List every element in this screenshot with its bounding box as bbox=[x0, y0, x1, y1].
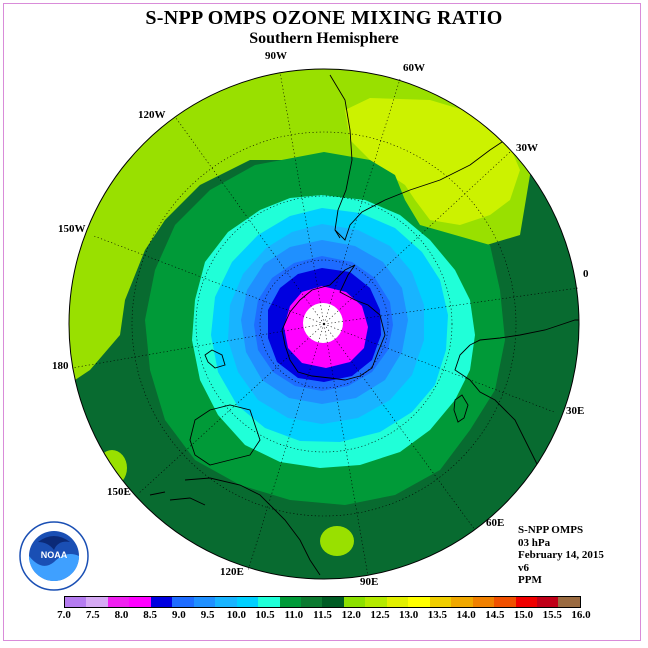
info-units: PPM bbox=[518, 574, 542, 586]
coastlines bbox=[149, 74, 579, 576]
lon-label-60w: 60W bbox=[403, 62, 425, 74]
lon-label-30e: 30E bbox=[566, 405, 585, 417]
colorbar-tick-label: 10.5 bbox=[255, 609, 275, 621]
lon-label-0: 0 bbox=[583, 268, 589, 280]
polar-gap bbox=[303, 303, 343, 343]
colorbar-swatch bbox=[193, 597, 216, 607]
colorbar-swatch bbox=[494, 597, 516, 607]
colorbar-swatch bbox=[279, 597, 301, 607]
map-subtitle: Southern Hemisphere bbox=[249, 30, 399, 47]
colorbar-tick-label: 8.0 bbox=[114, 609, 129, 621]
colorbar-swatch bbox=[386, 597, 409, 607]
logo-text: NOAA bbox=[41, 550, 68, 560]
info-date: February 14, 2015 bbox=[518, 549, 604, 561]
ozone-field bbox=[69, 69, 579, 579]
colorbar-labels: 7.0 7.5 8.0 8.5 9.0 9.5 10.0 10.5 11.0 11.5 12.0 12… bbox=[0, 609, 648, 623]
info-level: 03 hPa bbox=[518, 536, 551, 549]
lon-label-60e: 60E bbox=[486, 517, 505, 529]
colorbar-swatch bbox=[536, 597, 559, 607]
meridians bbox=[71, 71, 579, 577]
lon-label-30w: 30W bbox=[516, 142, 538, 154]
colorbar-swatch bbox=[258, 597, 280, 607]
colorbar-swatch bbox=[515, 597, 537, 607]
lon-label-90w: 90W bbox=[265, 50, 287, 62]
info-block: S-NPP OMPS 03 hPa February 14, 2015 v6 P… bbox=[518, 524, 604, 587]
colorbar-tick-label: 8.5 bbox=[143, 609, 158, 621]
graticule bbox=[131, 131, 517, 517]
noaa-logo: NOAA bbox=[19, 521, 89, 591]
colorbar-swatch bbox=[343, 597, 366, 607]
colorbar-tick-label: 7.5 bbox=[85, 609, 100, 621]
colorbar-swatch bbox=[429, 597, 452, 607]
info-version: v6 bbox=[518, 561, 529, 574]
lon-label-150w: 150W bbox=[58, 223, 86, 235]
colorbar-tick-label: 9.5 bbox=[200, 609, 215, 621]
colorbar-tick-label: 15.5 bbox=[542, 609, 562, 621]
colorbar-swatch bbox=[129, 597, 151, 607]
colorbar-tick-label: 12.5 bbox=[370, 609, 390, 621]
colorbar-swatch bbox=[451, 597, 473, 607]
colorbar-tick-label: 7.0 bbox=[57, 609, 71, 621]
colorbar-tick-label: 11.0 bbox=[284, 609, 304, 621]
contour-12-5-blob-east bbox=[320, 526, 354, 556]
map-boundary bbox=[68, 68, 580, 580]
colorbar-swatch bbox=[172, 597, 194, 607]
colorbar-swatch bbox=[86, 597, 108, 607]
colorbar-swatch bbox=[236, 597, 259, 607]
colorbar-tick-label: 13.0 bbox=[399, 609, 419, 621]
colorbar-swatch bbox=[408, 597, 430, 607]
colorbar-tick-label: 9.0 bbox=[172, 609, 186, 621]
colorbar-tick-label: 10.0 bbox=[226, 609, 246, 621]
colorbar-swatch bbox=[300, 597, 323, 607]
colorbar-swatch bbox=[472, 597, 495, 607]
lon-label-90e: 90E bbox=[360, 576, 379, 588]
lon-label-120w: 120W bbox=[138, 109, 166, 121]
colorbar-tick-label: 14.0 bbox=[456, 609, 476, 621]
colorbar-swatch bbox=[65, 597, 87, 607]
info-instrument: S-NPP OMPS bbox=[518, 524, 584, 536]
lon-label-180: 180 bbox=[52, 360, 69, 372]
colorbar-tick-label: 12.0 bbox=[341, 609, 361, 621]
colorbar-swatch bbox=[215, 597, 237, 607]
lon-label-120e: 120E bbox=[220, 566, 244, 578]
lon-label-150e: 150E bbox=[107, 486, 131, 498]
colorbar-tick-label: 14.5 bbox=[485, 609, 505, 621]
contour-13-0-north bbox=[345, 98, 520, 225]
colorbar bbox=[64, 596, 581, 608]
map-title: S-NPP OMPS OZONE MIXING RATIO bbox=[145, 7, 503, 29]
colorbar-swatch bbox=[365, 597, 387, 607]
colorbar-swatch bbox=[558, 597, 580, 607]
colorbar-tick-label: 16.0 bbox=[571, 609, 591, 621]
colorbar-swatch bbox=[107, 597, 130, 607]
colorbar-tick-label: 13.5 bbox=[427, 609, 447, 621]
frame-border bbox=[3, 3, 641, 641]
colorbar-tick-label: 15.0 bbox=[513, 609, 534, 621]
colorbar-swatch bbox=[322, 597, 344, 607]
colorbar-tick-label: 11.5 bbox=[313, 609, 332, 621]
colorbar-swatch bbox=[150, 597, 173, 607]
